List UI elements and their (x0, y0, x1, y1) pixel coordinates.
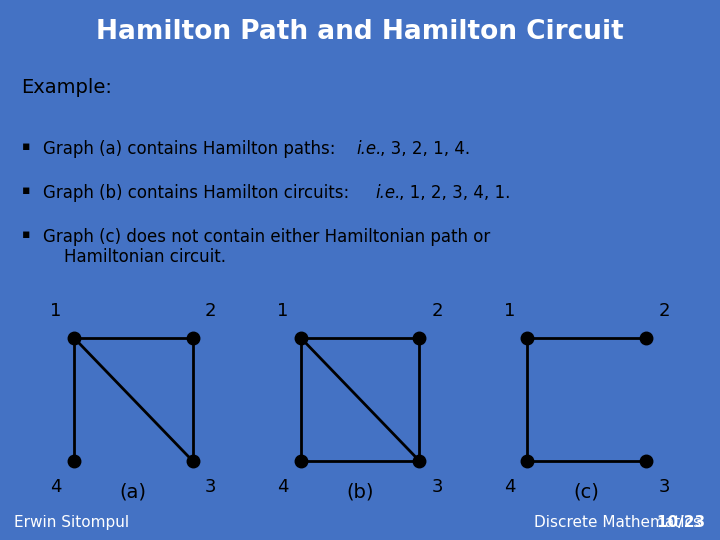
Text: (c): (c) (574, 482, 600, 501)
Text: Graph (a) contains Hamilton paths:: Graph (a) contains Hamilton paths: (43, 140, 341, 158)
Text: 3: 3 (432, 478, 443, 496)
Text: Graph (c) does not contain either Hamiltonian path or
    Hamiltonian circuit.: Graph (c) does not contain either Hamilt… (43, 228, 490, 266)
Text: 1: 1 (277, 302, 288, 320)
Text: Hamilton Path and Hamilton Circuit: Hamilton Path and Hamilton Circuit (96, 19, 624, 45)
Text: Graph (b) contains Hamilton circuits:: Graph (b) contains Hamilton circuits: (43, 184, 355, 201)
Text: ▪: ▪ (22, 228, 30, 241)
Text: i.e.: i.e. (356, 140, 382, 158)
Text: 2: 2 (659, 302, 670, 320)
Text: , 3, 2, 1, 4.: , 3, 2, 1, 4. (380, 140, 470, 158)
Text: 3: 3 (205, 478, 216, 496)
Text: 4: 4 (277, 478, 288, 496)
Text: i.e.: i.e. (375, 184, 400, 201)
Text: 10/23: 10/23 (573, 515, 706, 530)
Text: Erwin Sitompul: Erwin Sitompul (14, 515, 130, 530)
Text: ▪: ▪ (22, 184, 30, 197)
Text: 2: 2 (205, 302, 216, 320)
Text: , 1, 2, 3, 4, 1.: , 1, 2, 3, 4, 1. (399, 184, 510, 201)
Text: 4: 4 (504, 478, 515, 496)
Text: Discrete Mathematics: Discrete Mathematics (534, 515, 706, 530)
Text: (b): (b) (346, 482, 374, 501)
Text: 2: 2 (432, 302, 443, 320)
Text: 1: 1 (504, 302, 515, 320)
Text: ▪: ▪ (22, 140, 30, 153)
Text: Example:: Example: (22, 78, 112, 97)
Text: 4: 4 (50, 478, 61, 496)
Text: (a): (a) (120, 482, 147, 501)
Text: 1: 1 (50, 302, 61, 320)
Text: 3: 3 (659, 478, 670, 496)
